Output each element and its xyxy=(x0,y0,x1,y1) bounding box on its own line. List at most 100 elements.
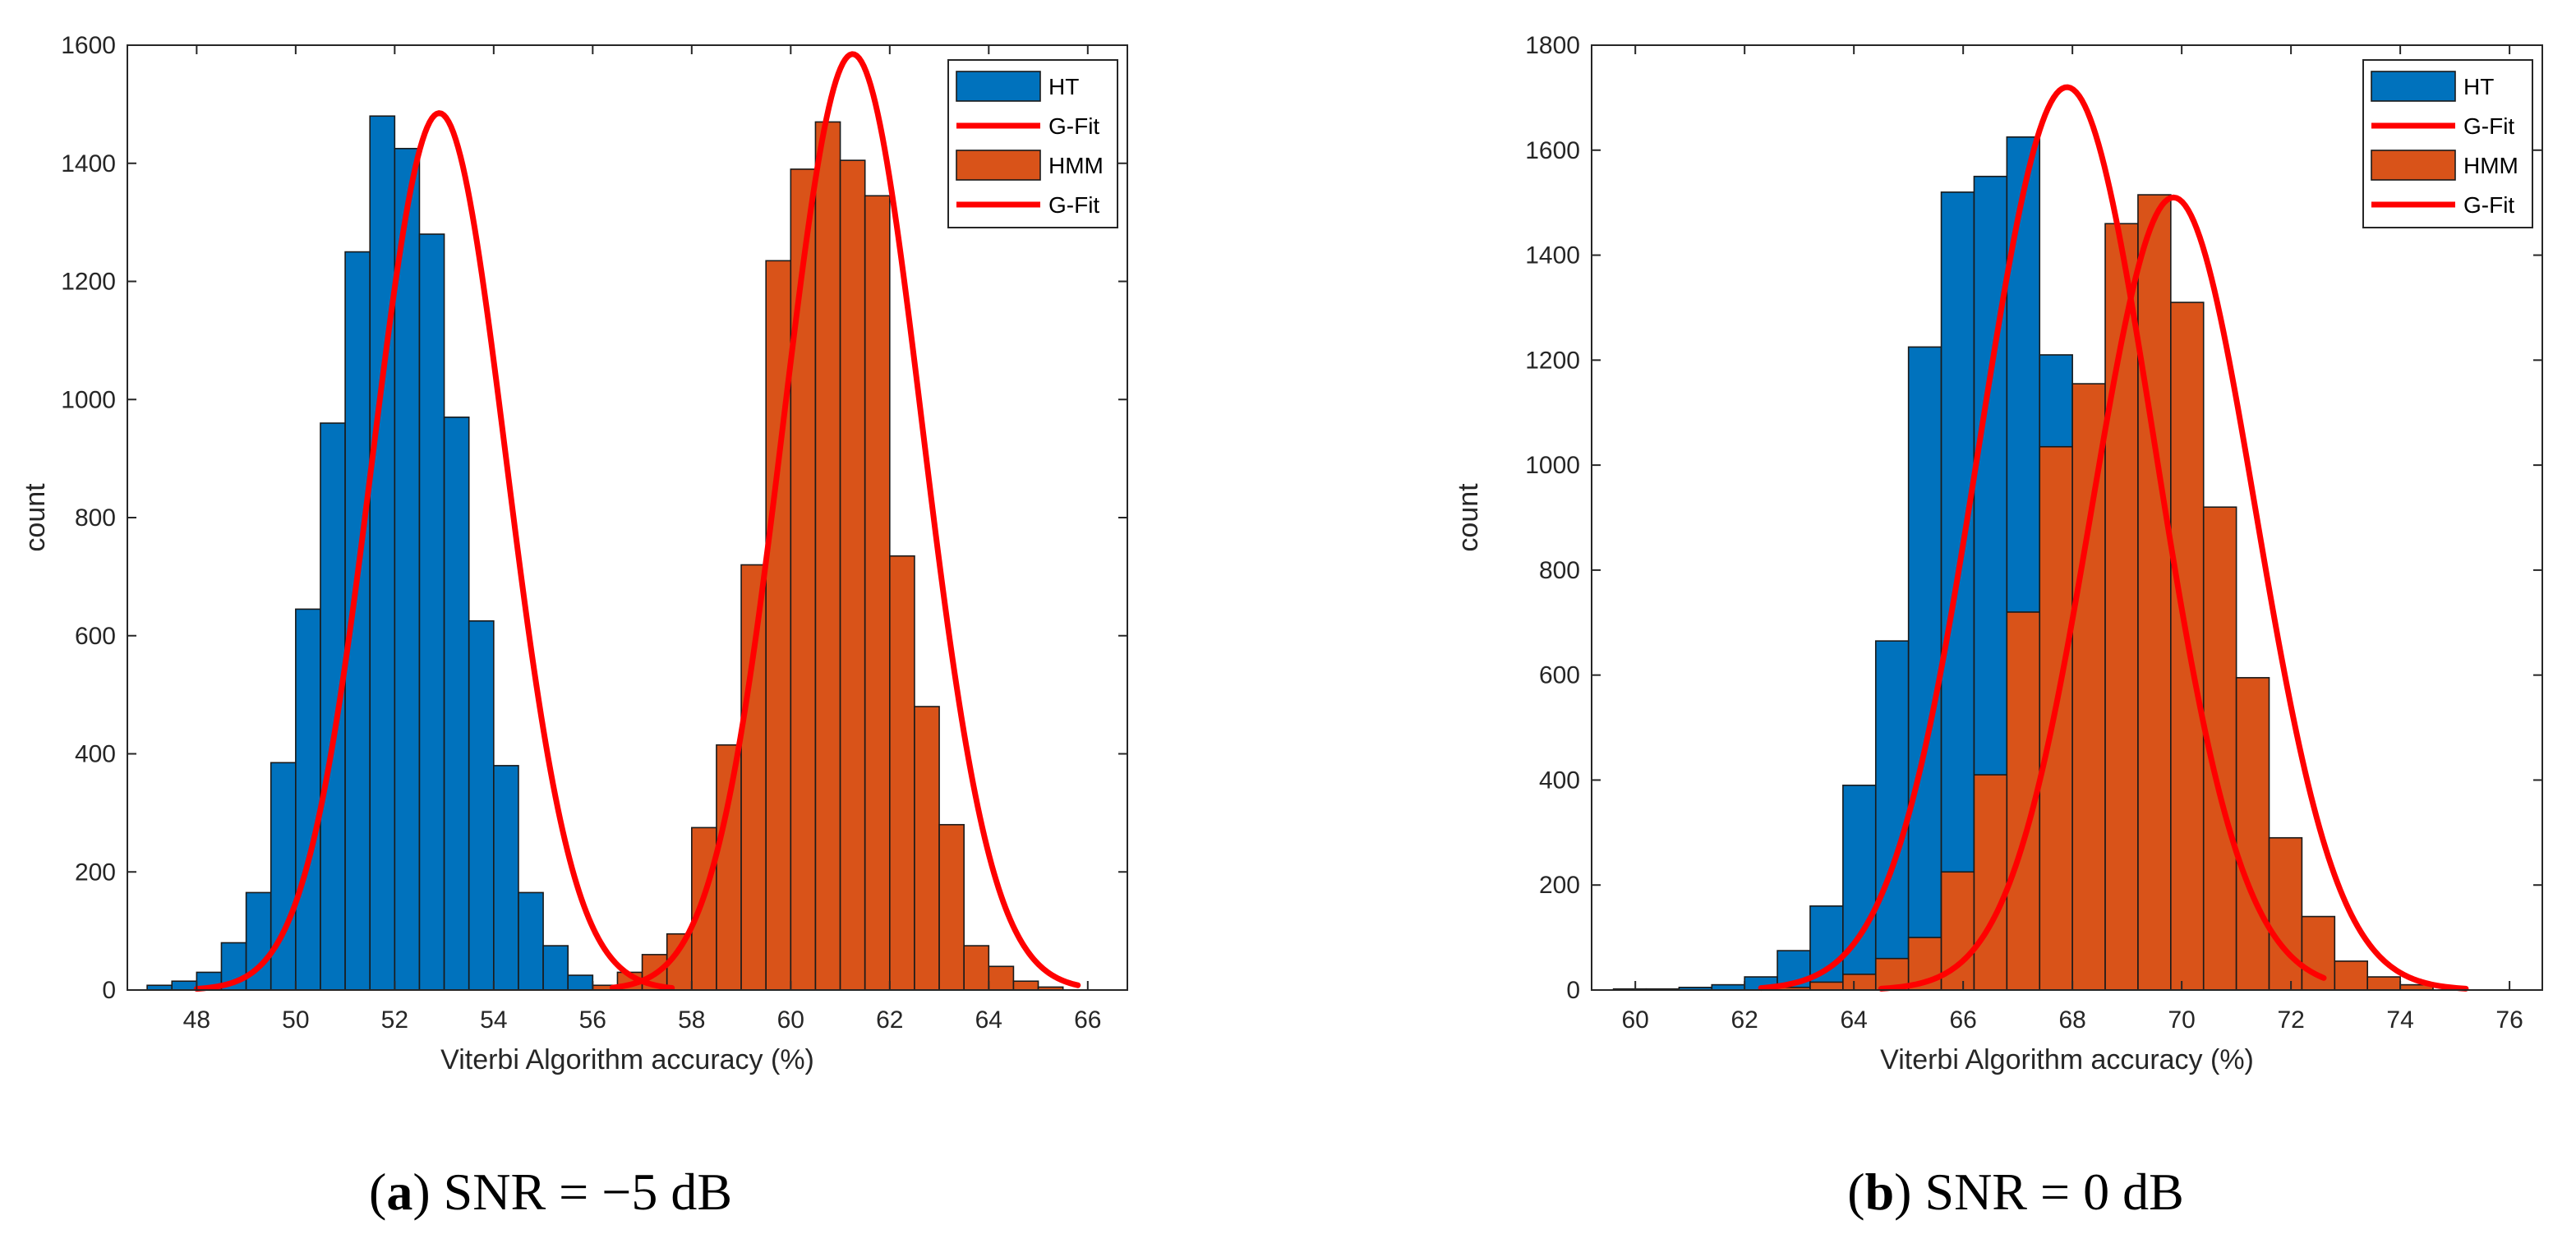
y-tick-label-7: 1400 xyxy=(61,150,116,177)
y-tick-label-6: 1200 xyxy=(61,269,116,296)
y-tick-label-2: 400 xyxy=(1539,767,1580,794)
legend-label-1: G-Fit xyxy=(2463,113,2514,139)
y-tick-label-0: 0 xyxy=(1566,977,1580,1004)
x-tick-label-1: 62 xyxy=(1730,1006,1758,1034)
x-axis-label: Viterbi Algorithm accuracy (%) xyxy=(1880,1044,2254,1075)
bar-hmm-2 xyxy=(1842,974,1877,991)
legend-label-1: G-Fit xyxy=(1048,113,1099,139)
caption-b: (b) SNR = 0 dB xyxy=(1847,1163,2184,1221)
bar-ht-17 xyxy=(567,974,594,991)
y-tick-label-1: 200 xyxy=(75,859,116,886)
legend-swatch-ht xyxy=(956,71,1041,102)
bar-ht-15 xyxy=(518,891,544,991)
bar-ht-11 xyxy=(418,233,445,991)
x-tick-label-2: 52 xyxy=(381,1006,408,1034)
bar-hmm-16 xyxy=(2301,915,2336,991)
bar-hmm-9 xyxy=(2071,383,2106,991)
bar-ht-13 xyxy=(468,619,495,991)
x-tick-label-8: 64 xyxy=(975,1006,1002,1034)
legend-label-3: G-Fit xyxy=(2463,192,2514,218)
x-tick-label-3: 66 xyxy=(1949,1006,1976,1034)
bar-hmm-17 xyxy=(2334,960,2369,991)
y-tick-label-4: 800 xyxy=(1539,557,1580,584)
legend: HT G-Fit HMM G-Fit xyxy=(947,59,1118,228)
legend: HT G-Fit HMM G-Fit xyxy=(2362,59,2533,228)
y-axis-label: count xyxy=(20,483,51,552)
x-tick-label-9: 66 xyxy=(1074,1006,1101,1034)
x-tick-label-8: 76 xyxy=(2495,1006,2523,1034)
axes-box xyxy=(1591,44,2543,991)
bar-ht-8 xyxy=(1874,640,1910,991)
gfit-curve-ht xyxy=(1758,84,2327,992)
x-tick-label-4: 68 xyxy=(2058,1006,2085,1034)
legend-swatch-hmm xyxy=(2371,150,2456,181)
bar-hmm-12 xyxy=(889,555,915,991)
x-tick-label-7: 62 xyxy=(876,1006,903,1034)
y-tick-label-3: 600 xyxy=(75,623,116,650)
bar-ht-16 xyxy=(542,945,569,991)
panel-a: 48 50 52 54 56 58 60 62 64 66 0 200 400 600 800 1000 120… xyxy=(20,32,1128,1075)
y-tick-label-8: 1600 xyxy=(1525,137,1580,164)
bar-hmm-10 xyxy=(839,159,866,991)
y-tick-label-2: 400 xyxy=(75,741,116,768)
bar-ht-9 xyxy=(1907,346,1942,991)
y-tick-label-7: 1400 xyxy=(1525,242,1580,269)
bar-ht-6 xyxy=(295,608,321,991)
bar-hmm-11 xyxy=(864,195,891,991)
gfit-curve-hmm xyxy=(609,51,1081,991)
bar-hmm-9 xyxy=(814,121,841,991)
bar-hmm-14 xyxy=(938,823,965,991)
bar-hmm-11 xyxy=(2137,194,2172,991)
legend-swatch-ht xyxy=(2371,71,2456,102)
y-tick-label-6: 1200 xyxy=(1525,347,1580,374)
x-tick-label-6: 72 xyxy=(2277,1006,2304,1034)
bar-hmm-5 xyxy=(716,744,742,991)
x-tick-label-2: 64 xyxy=(1840,1006,1867,1034)
gfit-curve-ht xyxy=(193,110,675,992)
y-axis-label: count xyxy=(1453,483,1484,552)
bar-hmm-17 xyxy=(1012,980,1039,991)
bar-ht-10 xyxy=(394,147,421,991)
y-tick-label-3: 600 xyxy=(1539,662,1580,689)
bar-hmm-6 xyxy=(740,564,767,991)
x-tick-label-5: 70 xyxy=(2168,1006,2195,1034)
bar-ht-1 xyxy=(171,980,198,991)
x-tick-label-0: 60 xyxy=(1622,1006,1649,1034)
x-tick-label-0: 48 xyxy=(183,1006,210,1034)
bar-hmm-6 xyxy=(1973,774,2008,991)
y-tick-label-5: 1000 xyxy=(61,386,116,413)
bar-hmm-15 xyxy=(2268,836,2303,991)
y-tick-label-4: 800 xyxy=(75,504,116,532)
bar-hmm-15 xyxy=(963,945,990,991)
legend-label-2: HMM xyxy=(1048,153,1104,178)
bar-ht-5 xyxy=(270,762,297,991)
bar-hmm-13 xyxy=(914,706,940,991)
gfit-curve-hmm xyxy=(1878,194,2469,992)
bar-hmm-16 xyxy=(988,965,1015,991)
legend-label-0: HT xyxy=(1048,74,1079,99)
bar-ht-12 xyxy=(443,417,470,991)
legend-swatch-hmm xyxy=(956,150,1041,181)
x-tick-label-6: 60 xyxy=(777,1006,804,1034)
x-axis-label: Viterbi Algorithm accuracy (%) xyxy=(440,1044,814,1075)
y-tick-label-5: 1000 xyxy=(1525,452,1580,479)
bar-hmm-8 xyxy=(790,168,817,991)
bar-hmm-14 xyxy=(2235,677,2270,991)
x-tick-label-7: 74 xyxy=(2386,1006,2413,1034)
legend-label-3: G-Fit xyxy=(1048,192,1099,218)
x-tick-label-5: 58 xyxy=(678,1006,705,1034)
x-tick-label-3: 54 xyxy=(480,1006,507,1034)
x-tick-label-4: 56 xyxy=(579,1006,606,1034)
bar-hmm-4 xyxy=(691,827,717,991)
bar-ht-9 xyxy=(369,115,396,991)
x-tick-label-1: 50 xyxy=(282,1006,309,1034)
y-tick-label-0: 0 xyxy=(102,977,116,1004)
bar-ht-7 xyxy=(1842,785,1877,991)
panel-b: 60 62 64 66 68 70 72 74 76 0 200 400 600 800 1000 1200 1… xyxy=(1453,32,2543,1075)
caption-a: (a) SNR = −5 dB xyxy=(369,1163,732,1221)
bar-hmm-18 xyxy=(2366,976,2401,991)
y-tick-label-8: 1600 xyxy=(61,32,116,59)
legend-label-0: HT xyxy=(2463,74,2494,99)
y-tick-label-1: 200 xyxy=(1539,872,1580,899)
